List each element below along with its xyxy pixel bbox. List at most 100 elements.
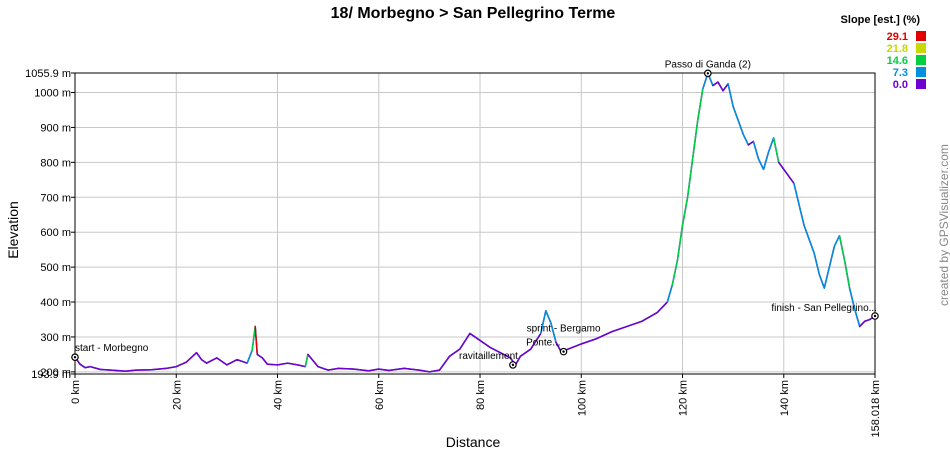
x-axis-ticks: 0 km 20 km 40 km 60 km 80 km 100 km 120 km 140 … [70, 374, 882, 437]
y-axis-title: Elevation [5, 201, 21, 259]
slope-segment [165, 365, 177, 370]
slope-segment [378, 368, 390, 372]
slope-segment [864, 318, 871, 322]
slope-segment [853, 308, 861, 328]
waypoint-dot-center [873, 314, 877, 318]
legend-title: Slope [est.] (%) [841, 14, 921, 26]
slope-segment [251, 325, 256, 351]
slope-segment [448, 348, 461, 357]
slope-segment [304, 353, 309, 368]
slope-segment [195, 351, 203, 361]
slope-segment [803, 224, 810, 240]
waypoint-label-line: Ponte... [526, 338, 560, 349]
y-tick-label: 200 m [40, 367, 71, 379]
slope-segment [317, 365, 329, 371]
slope-segment [778, 161, 785, 171]
slope-legend: Slope [est.] (%) 29.121.814.67.30.0 [841, 14, 926, 91]
slope-segment [99, 368, 117, 372]
slope-segment [297, 364, 307, 368]
slope-segment [681, 196, 689, 226]
slope-segment [767, 137, 775, 153]
legend-label: 14.6 [887, 55, 908, 67]
slope-segment [757, 158, 765, 171]
slope-segment [742, 133, 750, 146]
slope-segment [89, 365, 102, 371]
slope-segment [808, 238, 815, 254]
slope-segment [595, 331, 613, 340]
slope-segment [818, 273, 825, 289]
slope-segment [79, 363, 86, 369]
waypoint-label-line: sprint - Bergamo [527, 324, 601, 335]
slope-segment [838, 234, 846, 261]
y-tick-label: 1055.9 m [25, 68, 71, 80]
slope-segment [550, 322, 557, 343]
waypoint-label: finish - San Pellegrino... [771, 303, 877, 314]
slope-segment [697, 88, 704, 122]
x-tick-label: 0 km [70, 380, 82, 404]
slope-segment [246, 349, 253, 364]
slope-segment [175, 361, 188, 368]
slope-segment [418, 369, 431, 373]
slope-segment [205, 357, 218, 364]
slope-segment [226, 358, 238, 366]
slope-segment [610, 325, 628, 333]
slope-segment [641, 311, 658, 322]
chart-title: 18/ Morbegno > San Pellegrino Terme [331, 5, 616, 22]
plot-frame [74, 72, 876, 375]
slope-segment [388, 367, 405, 372]
slope-segment [762, 151, 770, 171]
waypoint-label: ravitaillement [459, 351, 518, 362]
slope-segment [499, 351, 512, 359]
slope-segment [828, 245, 836, 268]
slope-segment [671, 259, 679, 286]
legend-swatch [916, 31, 926, 41]
y-tick-label: 193.9 m [31, 369, 71, 381]
slope-segment [403, 367, 420, 371]
waypoint-label: start - Morbegno [75, 343, 149, 354]
waypoint-label: Passo di Ganda (2) [665, 59, 751, 70]
slope-segment [469, 332, 481, 342]
slope-segment [676, 224, 684, 261]
slope-segment [843, 259, 851, 289]
y-tick-label: 600 m [40, 227, 71, 239]
slope-segment [519, 348, 532, 357]
slope-segment [459, 332, 471, 350]
slope-segment [848, 287, 856, 310]
waypoint-dot-center [562, 350, 565, 353]
slope-segment [813, 252, 820, 275]
x-tick-label: 60 km [374, 380, 386, 410]
x-tick-label: 120 km [678, 380, 690, 416]
slope-segment [489, 346, 501, 354]
waypoint-markers: start - Morbegno ravitaillement sprint - B… [71, 59, 879, 369]
slope-segment [428, 369, 441, 373]
slope-segment [337, 367, 355, 370]
slope-segment [737, 119, 744, 136]
slope-segment [185, 351, 198, 363]
slope-segment [788, 175, 795, 185]
slope-segment [261, 357, 269, 365]
slope-segment [545, 310, 552, 324]
y-tick-label: 700 m [40, 192, 71, 204]
x-tick-label: 80 km [475, 380, 487, 410]
slope-segment [727, 83, 734, 108]
slope-segment [438, 355, 451, 371]
slope-segment [686, 158, 694, 198]
legend-swatch [916, 43, 926, 53]
y-tick-label: 500 m [40, 262, 71, 274]
slope-segment [254, 325, 258, 356]
x-tick-label: 20 km [171, 380, 183, 410]
legend-label: 0.0 [893, 79, 908, 91]
slope-segment [712, 81, 719, 87]
slope-segment [691, 119, 699, 160]
slope-segment [793, 182, 800, 205]
slope-segment [833, 234, 841, 247]
legend-swatch [916, 55, 926, 65]
slope-segment [732, 105, 739, 122]
legend-swatch [916, 79, 926, 89]
y-tick-label: 800 m [40, 157, 71, 169]
legend-label: 29.1 [887, 31, 908, 43]
slope-segment [626, 320, 643, 328]
